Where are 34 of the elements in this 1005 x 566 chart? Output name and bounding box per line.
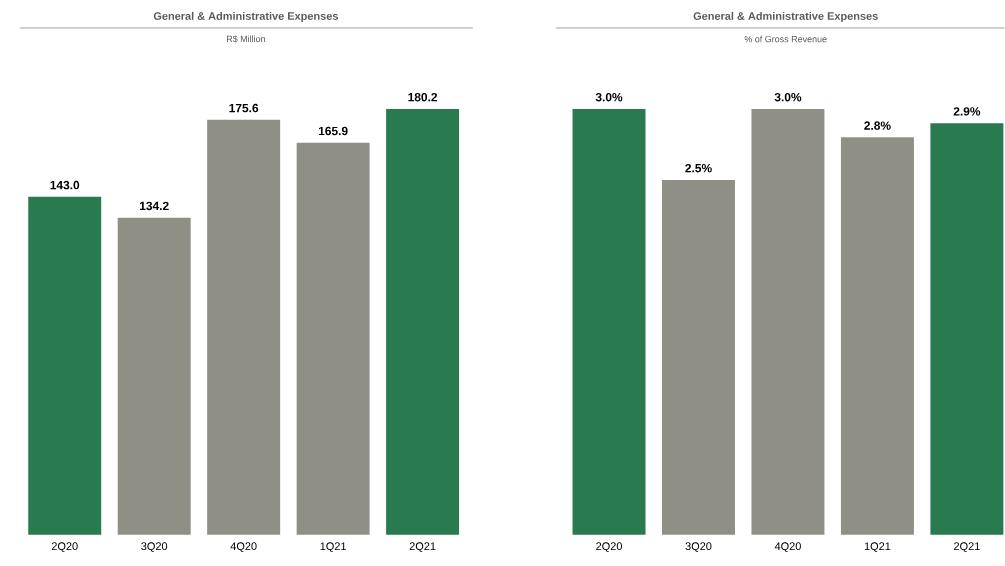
bar — [28, 196, 102, 535]
bar — [930, 123, 1004, 535]
data-label: 3.0% — [774, 93, 802, 102]
data-label: 175.6 — [229, 103, 259, 113]
x-tick-label: 2Q20 — [596, 542, 622, 553]
data-label: 165.9 — [318, 126, 348, 136]
x-tick-label: 2Q21 — [954, 542, 980, 553]
chart-title: General & Administrative Expenses — [693, 11, 878, 23]
data-label: 2.8% — [864, 121, 891, 130]
x-tick-label: 1Q21 — [320, 542, 346, 553]
x-tick-label: 2Q21 — [409, 542, 436, 553]
x-tick-label: 4Q20 — [230, 542, 257, 553]
data-label: 3.0% — [595, 93, 623, 102]
chart-subtitle: % of Gross Revenue — [744, 35, 827, 43]
bar — [751, 109, 825, 535]
x-tick-label: 3Q20 — [685, 542, 712, 553]
bar — [207, 119, 281, 535]
data-label: 180.2 — [408, 93, 438, 102]
x-tick-label: 3Q20 — [141, 542, 168, 553]
data-label: 143.0 — [50, 180, 80, 190]
bar — [572, 109, 646, 535]
x-tick-label: 1Q21 — [864, 542, 891, 553]
bar — [296, 142, 370, 535]
bar — [840, 137, 914, 535]
chart-title: General & Administrative Expenses — [153, 11, 338, 23]
bar — [386, 109, 460, 535]
x-tick-label: 2Q20 — [51, 542, 78, 553]
bar — [117, 217, 191, 535]
chart-subtitle: R$ Million — [226, 35, 265, 43]
data-label: 134.2 — [139, 201, 169, 211]
x-tick-label: 4Q20 — [774, 542, 801, 553]
bar — [662, 180, 735, 535]
data-label: 2.9% — [953, 107, 981, 116]
data-label: 2.5% — [685, 164, 712, 173]
